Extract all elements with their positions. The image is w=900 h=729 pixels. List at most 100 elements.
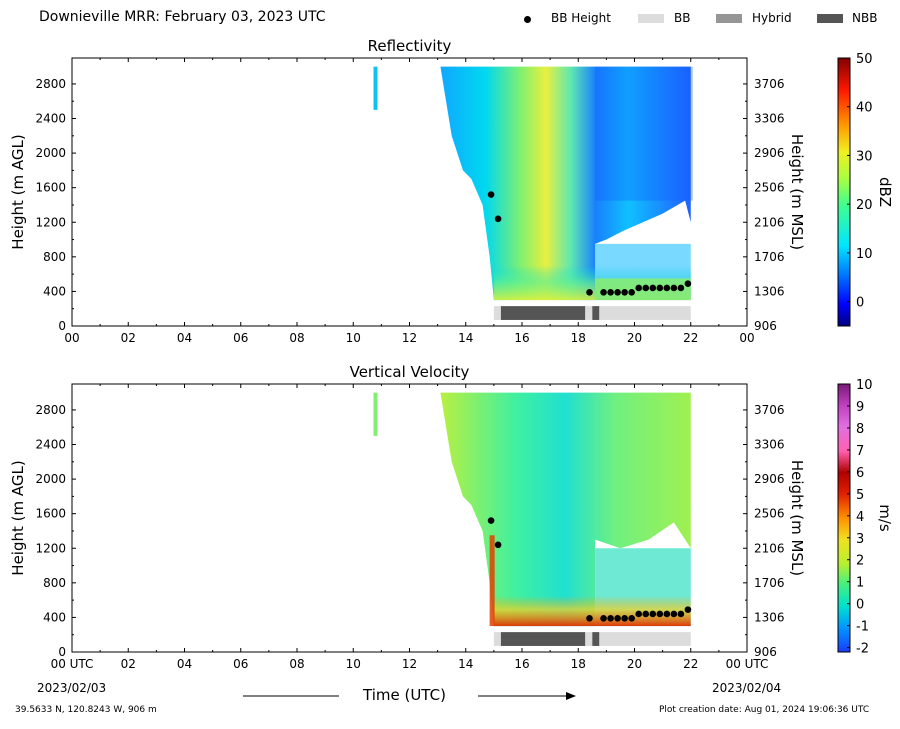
bb-height-point xyxy=(586,288,593,296)
velocity-low-band xyxy=(493,595,691,627)
time-arrows xyxy=(243,692,576,700)
time-arrow-head xyxy=(566,692,576,700)
colorbar-tick-label: 10 xyxy=(856,378,873,393)
x-tick-label: 00 UTC xyxy=(51,657,94,671)
bb-height-point xyxy=(684,606,692,613)
bb-height-point xyxy=(642,610,650,618)
x-tick-label: 10 xyxy=(346,331,361,345)
colorbar-tick-label: 1 xyxy=(856,576,864,591)
colorbar-tick-label: 7 xyxy=(856,444,864,459)
x-tick-label: 18 xyxy=(571,657,586,671)
x-tick-label: 02 xyxy=(121,657,136,671)
colorbar-tick-label: 0 xyxy=(856,296,864,311)
bb-height-point xyxy=(607,288,614,296)
colorbar-tick-label: 5 xyxy=(856,488,864,503)
y-tick-label: 1200 xyxy=(35,215,66,229)
precip-type-segment xyxy=(585,632,593,646)
legend-bb-height-marker xyxy=(524,16,531,23)
y2-tick-label: 3306 xyxy=(754,438,785,452)
reflectivity-upper-right xyxy=(595,66,693,201)
y-tick-label: 0 xyxy=(58,645,66,659)
y2-axis-label: Height (m MSL) xyxy=(788,134,806,250)
y2-tick-label: 2106 xyxy=(754,215,785,229)
y-tick-label: 2800 xyxy=(35,403,66,417)
bb-height-point xyxy=(621,614,628,622)
y2-tick-label: 1706 xyxy=(754,250,785,264)
colorbar-tick-label: 4 xyxy=(856,510,864,525)
legend-nbb-label: NBB xyxy=(852,11,878,25)
y2-tick-label: 2906 xyxy=(754,472,785,486)
legend-nbb-swatch xyxy=(817,14,843,23)
colorbar-label: dBZ xyxy=(876,177,894,207)
panel-title: Vertical Velocity xyxy=(350,363,470,381)
bb-height-point xyxy=(635,610,643,618)
x-tick-label: 12 xyxy=(402,331,417,345)
bb-height-point xyxy=(670,610,678,618)
bb-height-point xyxy=(607,614,614,622)
precip-type-segment xyxy=(500,632,586,646)
precip-type-segment xyxy=(493,632,501,646)
bb-height-point xyxy=(487,517,495,524)
y-axis-label: Height (m AGL) xyxy=(9,460,27,575)
bb-height-point xyxy=(628,288,635,296)
x-tick-label: 06 xyxy=(233,657,248,671)
y-tick-label: 800 xyxy=(43,576,66,590)
precip-type-segment xyxy=(599,306,691,320)
precip-type-segment xyxy=(599,632,691,646)
y2-tick-label: 2506 xyxy=(754,507,785,521)
panel-reflectivity xyxy=(71,57,851,327)
colorbar xyxy=(837,383,851,653)
legend-bb-swatch xyxy=(638,14,664,23)
y-tick-label: 0 xyxy=(58,319,66,333)
bb-height-point xyxy=(600,614,607,622)
y-tick-label: 2000 xyxy=(35,472,66,486)
location-text: 39.5633 N, 120.8243 W, 906 m xyxy=(15,705,157,715)
y2-tick-label: 2106 xyxy=(754,541,785,555)
y2-tick-label: 1306 xyxy=(754,610,785,624)
x-tick-label: 12 xyxy=(402,657,417,671)
y2-tick-label: 2906 xyxy=(754,146,785,160)
y-axis-label: Height (m AGL) xyxy=(9,134,27,249)
bb-height-point xyxy=(656,284,664,292)
panel-title: Reflectivity xyxy=(368,37,452,55)
bb-height-point xyxy=(614,614,621,622)
x-tick-label: 20 xyxy=(627,657,642,671)
colorbar-tick-label: 2 xyxy=(856,554,864,569)
velocity-edge-streak xyxy=(489,535,495,627)
y-tick-label: 1600 xyxy=(35,507,66,521)
y2-tick-label: 3706 xyxy=(754,77,785,91)
colorbar-label: m/s xyxy=(876,504,894,532)
colorbar-tick-label: 30 xyxy=(856,149,873,164)
y2-axis-label: Height (m MSL) xyxy=(788,460,806,576)
bb-height-point xyxy=(649,610,657,618)
x-tick-label: 08 xyxy=(289,331,304,345)
bb-height-point xyxy=(670,284,678,292)
y2-tick-label: 1706 xyxy=(754,576,785,590)
colorbar-tick-label: 3 xyxy=(856,532,864,547)
bb-height-point xyxy=(663,610,671,618)
x-tick-label: 14 xyxy=(458,657,473,671)
legend-bb-label: BB xyxy=(674,11,691,25)
colorbar-tick-label: 9 xyxy=(856,400,864,415)
bb-height-point xyxy=(494,541,502,549)
x-tick-label: 16 xyxy=(514,657,529,671)
x-tick-label: 22 xyxy=(683,657,698,671)
y2-tick-label: 3706 xyxy=(754,403,785,417)
precip-type-segment xyxy=(585,306,593,320)
x-tick-label: 18 xyxy=(571,331,586,345)
x-tick-label: 22 xyxy=(683,331,698,345)
x-tick-label: 16 xyxy=(514,331,529,345)
y-tick-label: 2000 xyxy=(35,146,66,160)
velocity-isolated xyxy=(373,392,378,436)
y-tick-label: 400 xyxy=(43,610,66,624)
bb-height-point xyxy=(494,215,502,223)
x-tick-label: 02 xyxy=(121,331,136,345)
colorbar-tick-label: 6 xyxy=(856,466,864,481)
bb-height-point xyxy=(586,614,593,622)
colorbar-tick-label: 40 xyxy=(856,101,873,116)
bb-height-point xyxy=(621,288,628,296)
precip-type-segment xyxy=(592,632,600,646)
velocity-field xyxy=(440,392,691,627)
